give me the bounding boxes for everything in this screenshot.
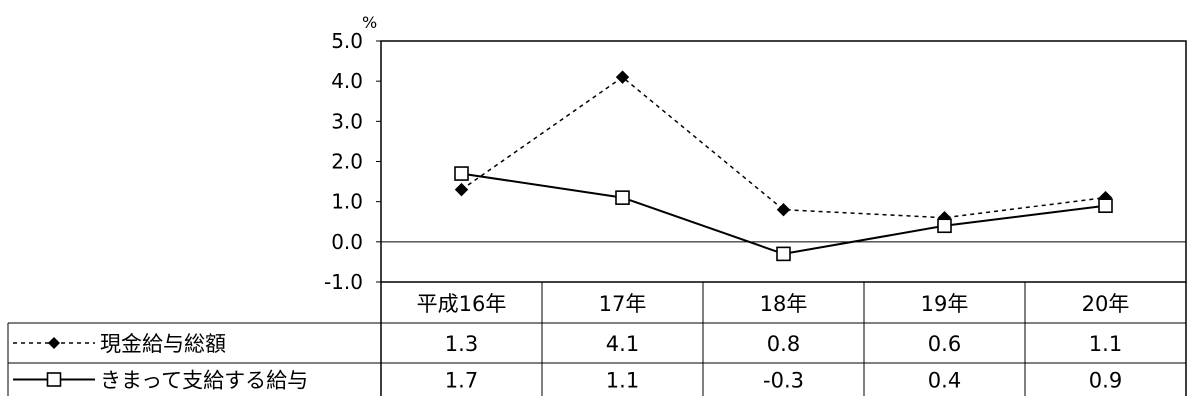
series-2-marker-point xyxy=(776,246,791,262)
data-table-value: 1.1 xyxy=(1089,332,1122,356)
data-table-value: 4.1 xyxy=(606,332,639,356)
x-category-label: 平成16年 xyxy=(417,292,507,316)
legend-key-marker-1 xyxy=(48,337,60,349)
y-axis: 5.0 4.0 3.0 2.0 1.0 0.0 -1.0 xyxy=(324,29,1187,294)
series-layer xyxy=(454,70,1113,262)
legend-series-name-1: 現金給与総額 xyxy=(100,332,226,356)
x-category-label: 20年 xyxy=(1082,292,1130,316)
series-2-marker-point xyxy=(615,190,630,205)
series-1-marker-point xyxy=(454,182,469,197)
data-table-value: 0.8 xyxy=(767,332,800,356)
data-table-value: 1.1 xyxy=(606,369,639,393)
y-tick-label: 2.0 xyxy=(331,150,363,174)
y-tick-label: 5.0 xyxy=(331,29,363,53)
series-2-marker-point xyxy=(937,218,952,234)
legend-series-name-2: きまって支給する給与 xyxy=(100,369,308,393)
y-tick-label: 0.0 xyxy=(331,230,363,254)
data-table-value: 0.9 xyxy=(1089,369,1122,393)
y-tick-label: 1.0 xyxy=(331,190,363,214)
series-1-marker-point xyxy=(776,202,791,217)
x-category-label: 17年 xyxy=(599,292,647,316)
series-2-marker-point xyxy=(454,166,469,181)
series-line-1 xyxy=(461,76,1106,219)
y-tick-label: 4.0 xyxy=(331,69,363,93)
legend-key-marker-2 xyxy=(46,372,62,387)
y-tick-label: -1.0 xyxy=(324,270,363,294)
y-tick-label: 3.0 xyxy=(331,109,363,133)
data-table-value: -0.3 xyxy=(763,369,804,393)
series-1-marker-point xyxy=(615,70,630,84)
data-table-value: 0.4 xyxy=(928,369,961,393)
x-category-label: 19年 xyxy=(921,292,969,316)
data-table-value: 0.6 xyxy=(928,332,961,356)
series-2-marker-point xyxy=(1098,198,1113,213)
data-table-value: 1.3 xyxy=(445,332,478,356)
y-unit-label: % xyxy=(362,13,377,32)
x-category-label: 18年 xyxy=(760,292,808,316)
data-table-value: 1.7 xyxy=(445,369,478,393)
